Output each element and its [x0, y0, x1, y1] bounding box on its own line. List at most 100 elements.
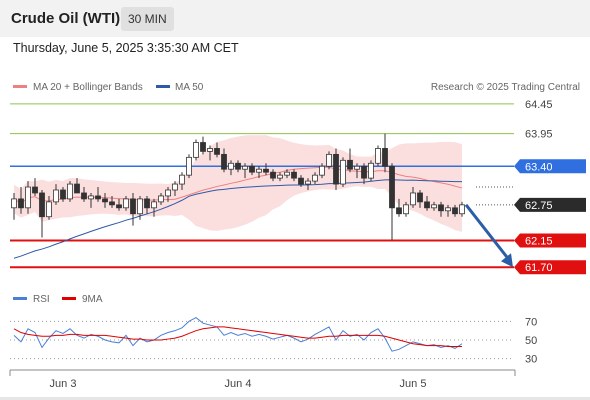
rsi-legend: RSI 9MA: [13, 294, 103, 305]
candle: [228, 160, 234, 176]
candle: [431, 201, 437, 211]
candle: [445, 204, 451, 217]
candle-body: [305, 180, 311, 185]
candle: [417, 190, 423, 208]
candle: [221, 148, 227, 173]
candle: [158, 192, 164, 205]
candle: [312, 172, 318, 185]
candle-body: [81, 192, 87, 200]
x-tick-label: Jun 3: [50, 378, 77, 390]
rsi-panel: 70 50 30: [10, 316, 537, 366]
ma50-legend-label: MA 50: [175, 82, 204, 93]
candle-body: [200, 142, 206, 152]
candle: [389, 163, 395, 241]
x-tick-label: Jun 4: [225, 378, 252, 390]
candle-body: [228, 162, 234, 170]
candle: [452, 204, 458, 217]
candle-body: [382, 148, 388, 167]
candle-body: [95, 195, 101, 200]
candle: [438, 201, 444, 217]
candle-body: [88, 195, 94, 200]
candle-body: [347, 159, 353, 170]
candle-body: [172, 183, 178, 191]
candle-body: [11, 198, 17, 209]
projection-arrow-line: [464, 203, 509, 259]
ma20-legend-label: MA 20 + Bollinger Bands: [33, 82, 143, 93]
candle-body: [270, 171, 276, 179]
candle-body: [368, 162, 374, 179]
candle: [116, 198, 122, 211]
candle-body: [116, 204, 122, 209]
candle-body: [431, 204, 437, 209]
candle: [242, 163, 248, 179]
candle: [214, 142, 220, 158]
bottom-border: [0, 397, 590, 400]
candle: [165, 187, 171, 202]
timeframe-badge[interactable]: 30 MIN: [121, 7, 174, 31]
candle-body: [137, 198, 143, 215]
candle: [200, 136, 206, 155]
rsi-legend-swatch: [13, 297, 27, 300]
candle: [39, 190, 45, 238]
candle-body: [263, 168, 269, 173]
candle-body: [186, 156, 192, 176]
candle-body: [60, 189, 66, 200]
candle: [459, 201, 465, 217]
candle-body: [249, 165, 255, 173]
candle: [60, 187, 66, 202]
candle-body: [179, 174, 185, 185]
candle: [186, 154, 192, 179]
candle-body: [221, 153, 227, 170]
candle-body: [452, 207, 458, 215]
candle-body: [354, 165, 360, 170]
candle-body: [123, 198, 129, 209]
candle-body: [326, 153, 332, 167]
candle-body: [438, 204, 444, 212]
candle: [102, 192, 108, 208]
candle-body: [284, 171, 290, 176]
projection-arrow-head: [501, 253, 513, 268]
candle: [74, 178, 80, 194]
candle: [179, 172, 185, 190]
candle-body: [39, 192, 45, 218]
candle-body: [53, 189, 59, 203]
candle-body: [207, 148, 213, 152]
candle: [396, 198, 402, 217]
rsi-line: [13, 317, 463, 352]
candle-body: [291, 171, 297, 179]
candle: [403, 201, 409, 217]
rsi-legend-label: RSI: [33, 294, 50, 305]
candle-body: [424, 201, 430, 209]
candle-body: [74, 183, 80, 194]
candle: [410, 187, 416, 208]
rsi-ma-legend-swatch: [62, 297, 76, 300]
source-credit: Research © 2025 Trading Central: [431, 82, 580, 93]
candle: [109, 195, 115, 208]
candle: [424, 195, 430, 211]
candle: [95, 187, 101, 202]
candle-body: [46, 201, 52, 218]
candle-body: [32, 186, 38, 194]
candle-body: [193, 142, 199, 158]
candle: [382, 133, 388, 173]
candle: [130, 192, 136, 226]
candle: [326, 151, 332, 170]
chart-header: Crude Oil (WTI) 30 MIN: [0, 0, 590, 37]
candle: [340, 157, 346, 188]
candle: [81, 187, 87, 202]
candle: [151, 198, 157, 217]
candle-body: [102, 198, 108, 203]
candle-body: [67, 183, 73, 200]
candle-body: [18, 198, 24, 209]
candle-body: [158, 195, 164, 203]
level-tag-label: 64.45: [525, 99, 553, 111]
level-tags: 64.45 63.95 63.40 62.75 62.15 61.70: [514, 99, 586, 275]
candle-body: [459, 204, 465, 215]
candle: [375, 145, 381, 167]
candle: [32, 178, 38, 196]
candle-body: [340, 159, 346, 185]
candle-body: [333, 153, 339, 185]
candle: [305, 178, 311, 190]
candle: [368, 160, 374, 182]
candle-body: [410, 192, 416, 206]
